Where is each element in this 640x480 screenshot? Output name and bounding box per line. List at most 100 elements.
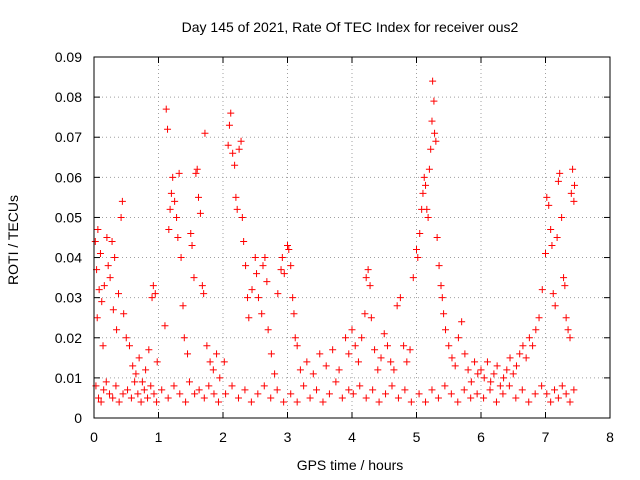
x-tick-label: 1 (155, 429, 163, 445)
data-point (431, 129, 439, 137)
y-tick-label: 0.04 (55, 250, 82, 266)
data-point (325, 390, 333, 398)
data-point (394, 394, 402, 402)
data-point (428, 117, 436, 125)
data-point (169, 173, 177, 181)
data-point (113, 326, 121, 334)
data-point (567, 189, 575, 197)
data-point (300, 382, 308, 390)
y-tick-label: 0.07 (55, 129, 82, 145)
data-point (188, 242, 196, 250)
data-point (111, 254, 119, 262)
data-point (538, 382, 546, 390)
data-point (190, 274, 198, 282)
data-point (420, 173, 428, 181)
data-point (519, 342, 527, 350)
data-point (422, 181, 430, 189)
data-point (285, 246, 293, 254)
data-point (122, 334, 130, 342)
data-point (203, 342, 211, 350)
data-point (200, 394, 208, 402)
data-point (192, 169, 200, 177)
data-point (349, 390, 357, 398)
data-point (551, 302, 559, 310)
data-point (506, 354, 514, 362)
data-point (432, 137, 440, 145)
data-point (467, 378, 475, 386)
data-point (532, 326, 540, 334)
data-point (228, 382, 236, 390)
data-point (571, 181, 579, 189)
data-point (201, 129, 209, 137)
data-point (547, 398, 555, 406)
data-point (120, 310, 128, 318)
x-tick-label: 3 (284, 429, 292, 445)
data-point (403, 358, 411, 366)
data-point (93, 314, 101, 322)
data-point (424, 213, 432, 221)
data-point (224, 141, 232, 149)
x-tick-label: 0 (90, 429, 98, 445)
data-point (562, 390, 570, 398)
data-point (406, 346, 414, 354)
data-point (554, 394, 562, 402)
data-point (117, 213, 125, 221)
data-point (274, 290, 282, 298)
data-point (512, 394, 520, 402)
data-point (525, 334, 533, 342)
data-point (313, 386, 321, 394)
data-point (556, 169, 564, 177)
y-tick-label: 0 (74, 410, 82, 426)
data-point (271, 370, 279, 378)
x-tick-label: 5 (413, 429, 421, 445)
data-point (118, 197, 126, 205)
data-point (416, 229, 424, 237)
x-tick-label: 6 (477, 429, 485, 445)
data-point (473, 390, 481, 398)
x-tick-label: 7 (542, 429, 550, 445)
data-point (335, 366, 343, 374)
data-point (435, 262, 443, 270)
data-point (267, 350, 275, 358)
y-axis-label: ROTI / TECUs (5, 195, 21, 285)
data-point (409, 274, 417, 282)
data-point (570, 197, 578, 205)
data-point (182, 398, 190, 406)
data-point (119, 390, 127, 398)
data-point (129, 362, 137, 370)
data-point (150, 390, 158, 398)
data-point (383, 342, 391, 350)
data-point (166, 205, 174, 213)
data-point (306, 394, 314, 402)
data-point (193, 165, 201, 173)
data-point (180, 334, 188, 342)
data-point (332, 378, 340, 386)
data-point (329, 346, 337, 354)
data-point (413, 246, 420, 254)
data-point (496, 382, 504, 390)
data-point (245, 314, 253, 322)
axis-ticks: 0 1 2 3 4 5 6 7 8 0 0.01 0.02 0.03 0.04 0.05 0.06 0.07 0.… (55, 49, 614, 445)
data-point (105, 390, 113, 398)
data-point (165, 225, 173, 233)
data-point (345, 386, 353, 394)
data-point (366, 282, 374, 290)
data-point (437, 282, 445, 290)
data-point (103, 234, 111, 241)
data-point (362, 274, 370, 282)
data-point (512, 362, 520, 370)
data-point (173, 213, 181, 221)
data-point (553, 234, 561, 241)
data-point (354, 358, 362, 366)
data-point (177, 254, 185, 262)
data-point (322, 362, 330, 370)
data-point (319, 398, 327, 406)
data-points (91, 77, 579, 406)
data-point (493, 362, 501, 370)
data-point (348, 326, 356, 334)
data-point (486, 386, 494, 394)
data-point (138, 378, 146, 386)
data-point (425, 165, 433, 173)
data-point (433, 234, 441, 241)
data-point (454, 398, 462, 406)
